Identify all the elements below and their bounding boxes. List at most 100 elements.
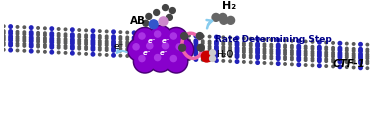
Circle shape	[228, 43, 232, 46]
Circle shape	[166, 39, 170, 43]
Circle shape	[358, 65, 363, 70]
Circle shape	[146, 38, 150, 42]
Text: Rate Determining Step: Rate Determining Step	[215, 35, 332, 44]
Circle shape	[22, 39, 26, 43]
Circle shape	[187, 47, 191, 51]
Circle shape	[146, 55, 150, 59]
Circle shape	[296, 57, 301, 62]
Circle shape	[132, 40, 136, 45]
Circle shape	[345, 58, 349, 62]
Circle shape	[352, 49, 356, 53]
Circle shape	[152, 55, 157, 60]
Circle shape	[50, 50, 54, 55]
Circle shape	[262, 49, 266, 53]
Circle shape	[139, 36, 143, 40]
Circle shape	[235, 40, 240, 45]
Circle shape	[2, 43, 6, 47]
Circle shape	[283, 48, 287, 52]
Circle shape	[146, 42, 153, 50]
Circle shape	[90, 52, 95, 57]
Circle shape	[214, 41, 219, 46]
Circle shape	[90, 40, 95, 45]
Circle shape	[84, 35, 88, 39]
Circle shape	[77, 40, 81, 44]
Circle shape	[255, 46, 260, 51]
Circle shape	[98, 34, 102, 38]
Circle shape	[139, 43, 143, 47]
Circle shape	[331, 58, 335, 62]
Circle shape	[70, 32, 75, 37]
Circle shape	[125, 47, 129, 51]
Circle shape	[242, 43, 246, 47]
Circle shape	[160, 32, 164, 36]
Circle shape	[304, 49, 308, 53]
Circle shape	[283, 55, 287, 59]
Text: ✂: ✂	[194, 41, 205, 53]
Circle shape	[242, 53, 246, 57]
Circle shape	[235, 42, 240, 47]
Circle shape	[111, 41, 116, 46]
Circle shape	[304, 63, 308, 67]
Text: e⁻: e⁻	[113, 42, 124, 51]
Circle shape	[352, 65, 356, 69]
Circle shape	[262, 56, 266, 60]
Circle shape	[22, 37, 26, 41]
Circle shape	[8, 43, 13, 48]
Circle shape	[118, 30, 122, 34]
Circle shape	[235, 59, 240, 64]
Circle shape	[57, 27, 60, 31]
Circle shape	[152, 45, 157, 50]
Circle shape	[8, 41, 13, 46]
Circle shape	[57, 50, 60, 55]
Circle shape	[331, 53, 335, 57]
Circle shape	[166, 44, 170, 48]
Circle shape	[64, 51, 67, 55]
Circle shape	[125, 42, 129, 46]
Circle shape	[84, 52, 88, 56]
Text: e⁻: e⁻	[162, 38, 171, 44]
Circle shape	[208, 53, 212, 57]
Circle shape	[194, 50, 198, 55]
Circle shape	[15, 44, 19, 48]
Circle shape	[36, 26, 40, 30]
Circle shape	[166, 14, 172, 20]
Circle shape	[242, 41, 246, 45]
Circle shape	[235, 36, 240, 40]
Circle shape	[317, 52, 322, 56]
Circle shape	[90, 33, 95, 38]
Circle shape	[43, 40, 47, 44]
Circle shape	[84, 47, 88, 51]
Circle shape	[296, 62, 301, 67]
Circle shape	[105, 36, 108, 40]
Circle shape	[2, 36, 6, 40]
Circle shape	[201, 53, 204, 57]
Circle shape	[162, 42, 169, 50]
Circle shape	[228, 36, 232, 40]
Circle shape	[181, 33, 187, 39]
Circle shape	[296, 46, 301, 50]
Circle shape	[90, 38, 95, 43]
Circle shape	[152, 43, 157, 48]
Circle shape	[148, 25, 173, 49]
Circle shape	[222, 59, 225, 63]
Circle shape	[125, 37, 129, 41]
Circle shape	[366, 48, 369, 51]
Circle shape	[331, 64, 335, 68]
Circle shape	[222, 52, 225, 56]
Circle shape	[160, 56, 164, 60]
Circle shape	[201, 41, 204, 45]
Circle shape	[36, 33, 40, 37]
Circle shape	[148, 48, 173, 73]
Circle shape	[8, 29, 13, 34]
Circle shape	[304, 58, 308, 62]
Circle shape	[317, 58, 322, 63]
Circle shape	[296, 48, 301, 53]
Circle shape	[160, 39, 164, 43]
Circle shape	[179, 44, 186, 51]
Circle shape	[84, 33, 88, 37]
Circle shape	[214, 39, 219, 44]
Circle shape	[228, 48, 232, 51]
Circle shape	[29, 37, 34, 42]
Circle shape	[317, 56, 322, 61]
Circle shape	[132, 37, 136, 42]
